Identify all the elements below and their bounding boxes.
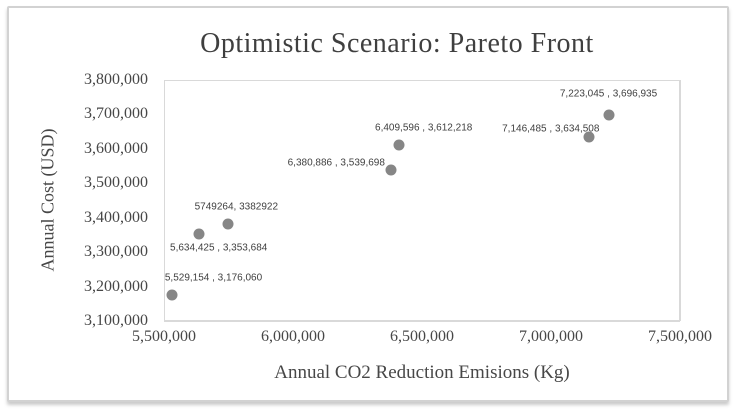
scatter-point	[385, 164, 397, 176]
scatter-point	[583, 131, 595, 143]
y-tick-label: 3,200,000	[84, 277, 148, 295]
point-data-label: 5,634,425 , 3,353,684	[170, 242, 268, 254]
point-data-label: 6,380,886 , 3,539,698	[287, 157, 385, 169]
y-tick-label: 3,800,000	[84, 71, 148, 88]
x-tick-label: 6,500,000	[390, 328, 454, 345]
point-data-label: 5749264, 3382922	[194, 201, 279, 213]
scatter-point	[393, 139, 405, 151]
x-tick-label: 7,500,000	[648, 328, 712, 345]
vertical-gridline	[680, 80, 681, 321]
scatter-point	[193, 228, 205, 240]
x-tick-label: 5,500,000	[132, 328, 196, 345]
point-data-label: 6,409,596 , 3,612,218	[375, 122, 473, 134]
scatter-point	[222, 218, 234, 230]
y-tick-label: 3,500,000	[84, 174, 148, 192]
scatter-point	[603, 109, 615, 121]
x-tick-label: 6,000,000	[261, 328, 325, 345]
chart-title: Optimistic Scenario: Pareto Front	[200, 28, 594, 59]
point-data-label: 7,223,045 , 3,696,935	[559, 88, 658, 100]
point-data-label: 7,146,485 , 3,634,508	[502, 123, 600, 135]
horizontal-gridline	[164, 321, 680, 322]
plot-area	[164, 80, 680, 321]
y-tick-label: 3,600,000	[84, 139, 148, 157]
x-axis-title: Annual CO2 Reduction Emisions (Kg)	[274, 362, 570, 383]
y-tick-label: 3,300,000	[84, 243, 148, 261]
y-tick-label: 3,100,000	[84, 312, 148, 329]
y-tick-label: 3,400,000	[84, 208, 148, 226]
scatter-point	[166, 289, 178, 301]
point-data-label: 5,529,154 , 3,176,060	[164, 272, 263, 284]
x-tick-label: 7,000,000	[519, 328, 583, 345]
y-tick-label: 3,700,000	[84, 105, 148, 123]
